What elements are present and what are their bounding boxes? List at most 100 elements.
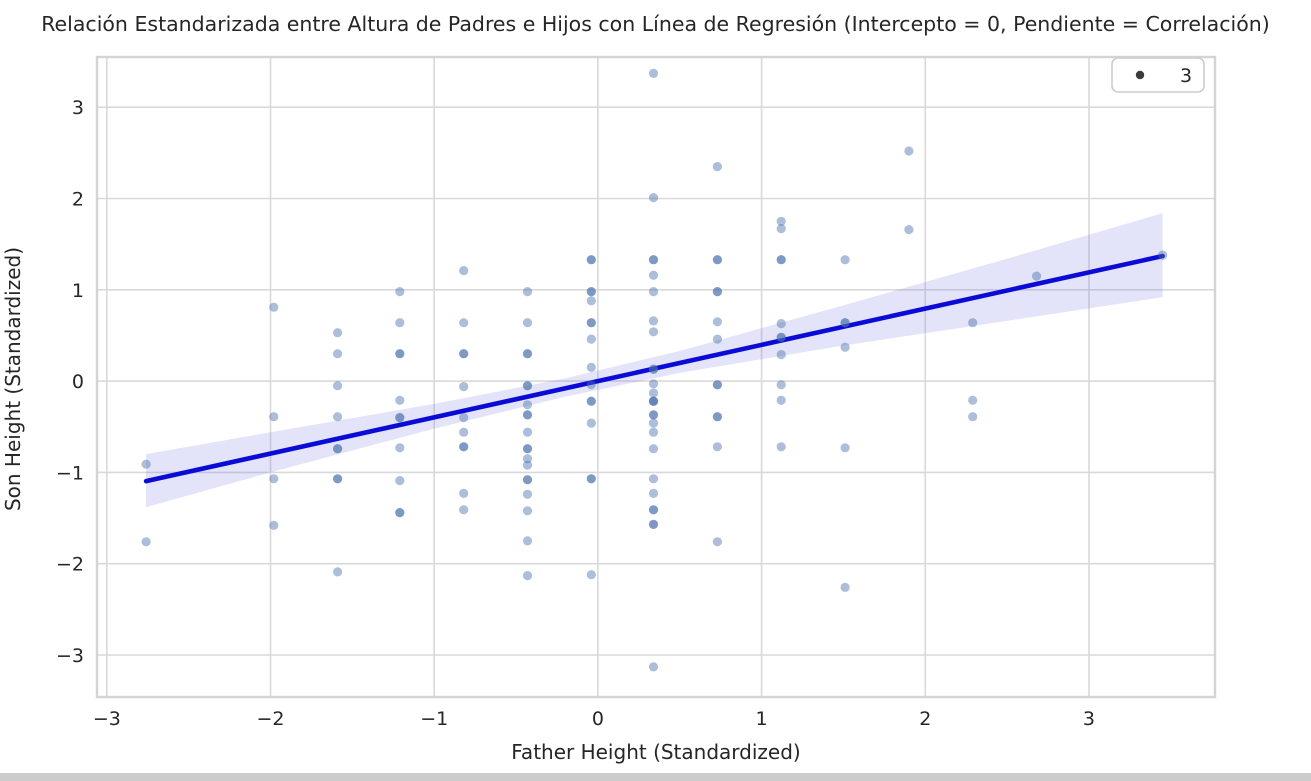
scatter-point (586, 396, 596, 406)
scatter-point (459, 318, 469, 328)
scatter-point (712, 255, 723, 265)
scatter-point (522, 475, 533, 485)
scatter-point (776, 255, 786, 265)
scatter-point (269, 474, 279, 484)
scatter-point (648, 418, 659, 428)
bottom-edge-strip (0, 773, 1311, 781)
x-tick-label: 0 (592, 708, 604, 730)
legend-box (1111, 57, 1205, 93)
scatter-point (269, 302, 279, 312)
scatter-point (648, 270, 659, 280)
scatter-point (712, 162, 723, 172)
scatter-point (968, 318, 978, 328)
scatter-point (648, 410, 659, 420)
scatter-point (459, 349, 469, 359)
scatter-point (333, 444, 343, 454)
scatter-point (395, 507, 405, 518)
scatter-point (586, 474, 596, 484)
scatter-point (968, 412, 978, 422)
scatter-point (776, 442, 786, 452)
scatter-point (712, 412, 723, 422)
scatter-point (395, 287, 405, 297)
scatter-point (648, 379, 659, 389)
scatter-point (395, 349, 405, 359)
scatter-point (712, 537, 723, 547)
scatter-point (459, 488, 469, 498)
scatter-point (395, 413, 405, 423)
scatter-point (840, 443, 850, 453)
scatter-point (648, 255, 659, 265)
scatter-point (648, 396, 659, 406)
scatter-point (712, 412, 723, 422)
scatter-point (522, 410, 533, 420)
scatter-point (648, 364, 659, 374)
plot-background (97, 57, 1215, 697)
y-tick-label: 1 (72, 280, 84, 302)
scatter-point (776, 216, 786, 226)
scatter-point (648, 488, 659, 498)
x-tick-label: −1 (420, 708, 448, 730)
scatter-point (712, 442, 723, 452)
scatter-point (522, 489, 533, 499)
scatter-point (333, 474, 343, 484)
scatter-point (395, 318, 405, 328)
scatter-point (904, 225, 914, 235)
chart-title: Relación Estandarizada entre Altura de P… (41, 12, 1270, 36)
scatter-point (522, 536, 533, 546)
regression-line (143, 253, 1165, 484)
scatter-point (586, 255, 596, 265)
scatter-point (459, 442, 469, 452)
scatter-point (648, 396, 659, 406)
y-tick-label: 3 (72, 97, 84, 119)
scatter-point (712, 380, 723, 390)
scatter-point (269, 412, 279, 422)
scatter-point (648, 444, 659, 454)
scatter-point (776, 224, 786, 234)
scatter-point (522, 454, 533, 464)
scatter-point (586, 334, 596, 344)
scatter-point (522, 571, 533, 581)
scatter-point (586, 296, 596, 306)
scatter-point (333, 444, 343, 454)
scatter-point (840, 318, 850, 328)
scatter-point (395, 443, 405, 453)
x-tick-label: −3 (93, 708, 121, 730)
scatter-point (712, 287, 723, 297)
scatter-point (840, 255, 850, 265)
scatter-point (776, 319, 786, 329)
scatter-point (648, 505, 659, 515)
scatter-point (1158, 250, 1168, 260)
scatter-point (776, 395, 786, 405)
scatter-point (459, 349, 469, 359)
scatter-point (1032, 271, 1042, 281)
legend-marker-dot (1135, 70, 1145, 80)
scatter-point (648, 519, 659, 530)
scatter-point (586, 362, 596, 372)
scatter-point (586, 380, 596, 390)
scatter-point (586, 418, 596, 428)
x-axis-label: Father Height (Standardized) (511, 740, 801, 764)
scatter-point (333, 381, 343, 391)
scatter-point (522, 381, 533, 391)
scatter-point (586, 287, 596, 297)
scatter-point (522, 475, 533, 485)
scatter-point (776, 380, 786, 390)
scatter-point (586, 255, 596, 265)
scatter-point (648, 410, 659, 420)
scatter-point (648, 519, 659, 530)
scatter-point (586, 396, 596, 406)
scatter-point (904, 146, 914, 156)
scatter-point (459, 382, 469, 392)
scatter-point (522, 427, 533, 437)
legend-label: 3 (1180, 65, 1192, 87)
scatter-point (840, 342, 850, 352)
scatter-point (648, 327, 659, 337)
scatter-point (586, 318, 596, 328)
scatter-point (395, 476, 405, 486)
scatter-point (776, 332, 786, 342)
scatter-point (522, 410, 533, 420)
scatter-point (840, 582, 850, 593)
scatter-point (712, 334, 723, 344)
scatter-point (712, 380, 723, 390)
